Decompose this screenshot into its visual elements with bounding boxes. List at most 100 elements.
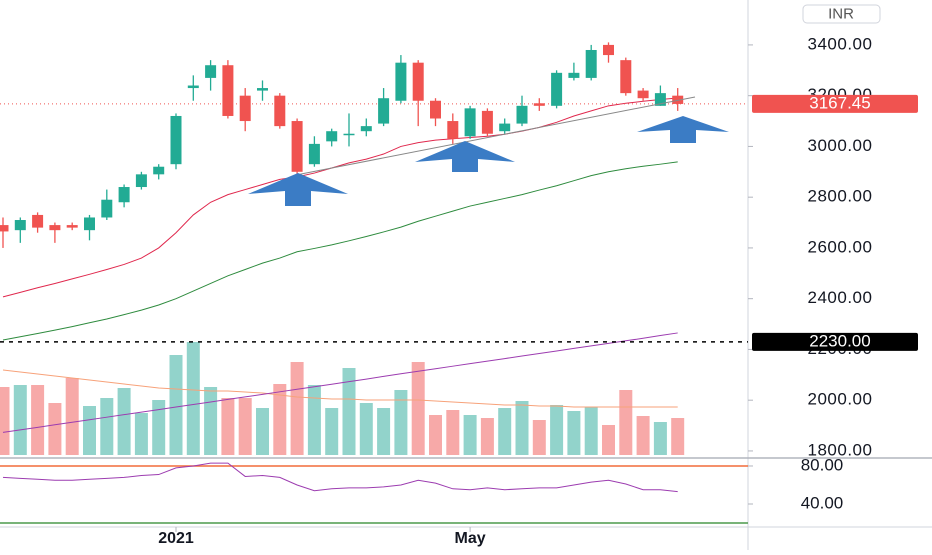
volume-bar — [65, 378, 79, 455]
candle-body — [637, 90, 649, 99]
candle-body — [239, 95, 251, 122]
volume-bar — [117, 388, 131, 455]
volume-bar — [186, 342, 200, 455]
candle-body — [291, 121, 303, 172]
volume-bar — [152, 400, 166, 455]
candle-body — [222, 65, 234, 116]
currency-button[interactable] — [802, 4, 881, 24]
moving-average — [2, 161, 678, 341]
candle-body — [585, 49, 597, 78]
volume-bar — [480, 418, 494, 455]
plot: 3400.003200.003000.002800.002600.002400.… — [0, 34, 918, 547]
moving-average — [2, 332, 678, 433]
candle-body — [135, 174, 147, 188]
candle-body — [153, 166, 165, 175]
volume-bar — [13, 385, 27, 455]
volume-bar — [307, 385, 321, 455]
last-price-label-bg — [752, 94, 918, 113]
candle-body — [672, 95, 684, 104]
volume-bar — [100, 398, 114, 455]
y-tick-label: 2800.00 — [808, 187, 873, 206]
volume-bar — [498, 408, 512, 455]
candle-body — [654, 93, 666, 106]
volume-bar — [619, 390, 633, 455]
candle-body — [516, 105, 528, 124]
candle-body — [551, 72, 563, 106]
hline-label-bg — [752, 332, 918, 351]
volume-bar — [342, 368, 356, 455]
volume-bar — [550, 405, 564, 455]
volume-bar — [429, 415, 442, 455]
volume-bar — [325, 408, 339, 455]
y-tick-label: 3400.00 — [808, 34, 873, 53]
volume-bar — [671, 418, 685, 455]
volume-bar — [359, 403, 373, 455]
x-tick-label: May — [455, 530, 486, 547]
volume-bar — [273, 384, 287, 455]
candle-body — [32, 214, 44, 228]
candle-body — [360, 126, 372, 132]
candle-body — [568, 72, 580, 78]
candle-body — [118, 187, 130, 203]
volume-bar — [515, 401, 529, 455]
candle-body — [84, 217, 95, 231]
candle-body — [308, 143, 320, 165]
y-tick-label: 2000.00 — [808, 390, 873, 409]
candle-body — [49, 225, 61, 231]
candle-body — [499, 123, 511, 132]
candle-body — [101, 199, 113, 218]
candle-body — [412, 62, 424, 101]
candle-body — [447, 121, 459, 139]
volume-bar — [446, 410, 460, 455]
y-tick-label: 2600.00 — [808, 237, 873, 256]
candle-body — [205, 65, 217, 78]
candle-body — [395, 62, 407, 101]
volume-bar — [532, 420, 546, 455]
volume-bar — [636, 416, 650, 455]
candle-body — [430, 100, 441, 119]
rsi-line — [2, 462, 678, 493]
last-price-label: 3167.45 — [809, 93, 870, 112]
candle-body — [603, 44, 614, 56]
volume-bar — [48, 403, 62, 455]
candle-body — [378, 98, 390, 124]
x-tick-label: 2021 — [158, 530, 194, 547]
candle-body — [14, 220, 26, 231]
volume-bar — [653, 422, 667, 455]
candle-body — [0, 225, 9, 232]
volume-bar — [0, 387, 10, 455]
volume-bar — [377, 408, 391, 455]
candle-body — [481, 110, 493, 134]
arrow — [248, 173, 348, 206]
volume-bar — [31, 385, 45, 455]
candle-body — [274, 95, 286, 127]
volume-bar — [394, 390, 408, 455]
candle-body — [170, 115, 182, 165]
y-tick-label: 3000.00 — [808, 136, 873, 155]
candle-body — [464, 108, 476, 137]
volume-bar — [134, 413, 148, 455]
volume-bar — [83, 406, 96, 455]
volume-bar — [411, 362, 425, 455]
candle-body — [187, 85, 199, 89]
y-tick-label: 1800.00 — [808, 440, 873, 459]
volume-bar — [463, 415, 477, 455]
y-tick-label: 2400.00 — [808, 288, 873, 307]
volume-bar — [290, 362, 304, 455]
moving-average — [2, 97, 678, 298]
volume-ma — [2, 369, 678, 408]
rsi-tick-label: 40.00 — [801, 493, 844, 512]
candle-body — [533, 103, 545, 106]
volume-bar — [204, 387, 218, 455]
candle-body — [343, 133, 355, 136]
candle-body — [326, 131, 338, 142]
volume-bar — [169, 355, 183, 455]
arrow — [415, 141, 515, 172]
volume-bar — [238, 398, 252, 455]
rsi-tick-label: 80.00 — [801, 455, 844, 474]
arrow — [637, 116, 729, 143]
candle-body — [66, 225, 78, 228]
volume-bar — [602, 425, 615, 455]
currency-label[interactable]: INR — [828, 5, 854, 22]
